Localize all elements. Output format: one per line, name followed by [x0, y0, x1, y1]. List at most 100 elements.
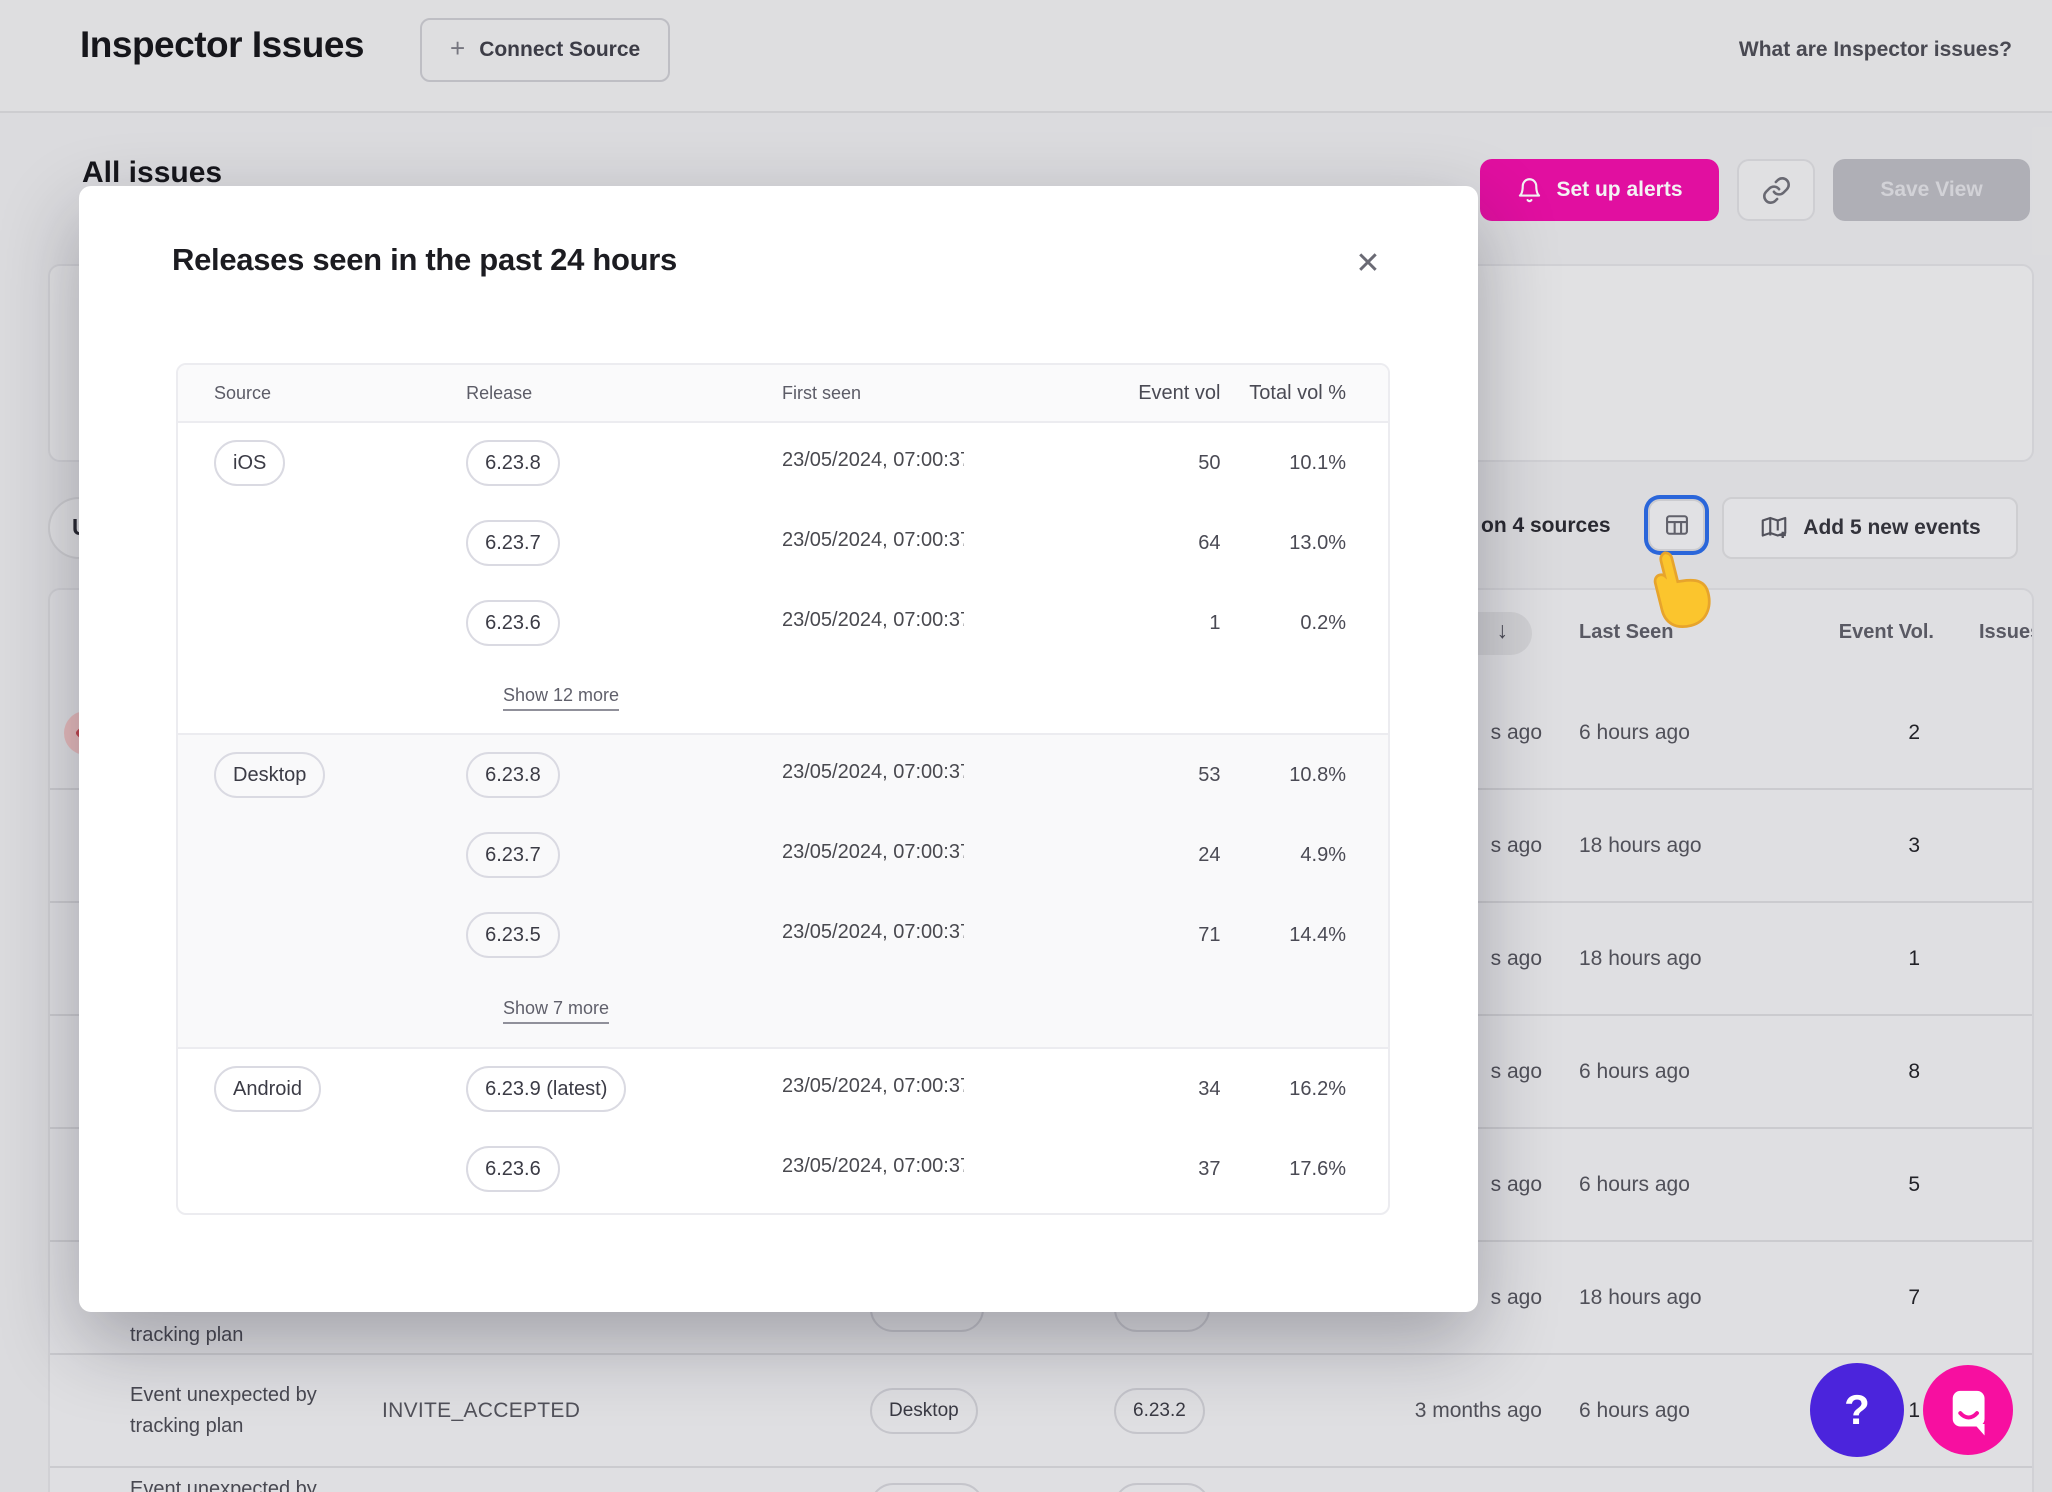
event-vol-value: 71 [1198, 923, 1221, 946]
copy-link-button[interactable] [1737, 159, 1815, 221]
col-first-seen: First seen [782, 382, 862, 403]
event-vol-value: 1 [1209, 611, 1221, 634]
first-seen-value: 23/05/2024, 07:00:37 [782, 1075, 964, 1097]
source-group-ios: iOS 6.23.8 23/05/2024, 07:00:37 50 10.1%… [178, 423, 1388, 735]
first-seen-value: 23/05/2024, 07:00:37 [782, 449, 964, 471]
save-view-button[interactable]: Save View [1833, 159, 2030, 221]
event-vol-value: 53 [1198, 763, 1221, 786]
first-seen-value: s ago [1490, 720, 1542, 744]
set-up-alerts-button[interactable]: Set up alerts [1480, 159, 1719, 221]
first-seen-value: 23/05/2024, 07:00:37 [782, 921, 964, 943]
last-seen-value: 6 hours ago [1579, 1398, 1690, 1422]
first-seen-value: s ago [1490, 946, 1542, 970]
connect-source-button[interactable]: + Connect Source [420, 18, 671, 82]
total-vol-value: 0.2% [1300, 611, 1347, 634]
releases-table: Source Release First seen Event vol Tota… [176, 363, 1390, 1215]
releases-modal: Releases seen in the past 24 hours ✕ Sou… [79, 186, 1478, 1312]
release-row: Android 6.23.9 (latest) 23/05/2024, 07:0… [178, 1049, 1388, 1129]
release-chip: 6.23.8 [466, 440, 560, 486]
source-group-desktop: Desktop 6.23.8 23/05/2024, 07:00:37 53 1… [178, 735, 1388, 1049]
table-row[interactable]: Event unexpected by tracking plan INVITE… [50, 1355, 2032, 1468]
last-seen-value: 6 hours ago [1579, 1172, 1690, 1196]
column-header-last-seen[interactable]: Last Seen [1579, 621, 1674, 643]
first-seen-value: s ago [1490, 833, 1542, 857]
chat-bubble-icon [1940, 1382, 1996, 1438]
issue-type-line1: Event unexpected by [130, 1478, 317, 1492]
issues-count: 1 [1908, 1398, 1920, 1422]
help-button[interactable]: ? [1810, 1363, 1904, 1457]
release-chip: 6.23.6 [466, 1146, 560, 1192]
col-event-vol: Event vol [1138, 381, 1221, 404]
release-chip: 6.23.9 (latest) [466, 1066, 627, 1112]
release-row: 6.23.7 23/05/2024, 07:00:37 24 4.9% [178, 815, 1388, 895]
set-up-alerts-label: Set up alerts [1556, 178, 1683, 201]
release-chip: 6.23.7 [466, 520, 560, 566]
release-row: 6.23.6 23/05/2024, 07:00:37 37 17.6% [178, 1129, 1388, 1209]
add-new-events-label: Add 5 new events [1803, 516, 1981, 539]
first-seen-value: 23/05/2024, 07:00:37 [782, 761, 964, 783]
column-header-event-vol[interactable]: Event Vol. [1838, 621, 1934, 643]
release-row: iOS 6.23.8 23/05/2024, 07:00:37 50 10.1% [178, 423, 1388, 503]
plus-icon: + [450, 33, 466, 63]
issues-count: 2 [1908, 720, 1920, 744]
map-plus-icon [1759, 513, 1789, 543]
bell-icon [1516, 177, 1543, 204]
issues-count: 1 [1908, 946, 1920, 970]
release-row: 6.23.6 23/05/2024, 07:00:37 1 0.2% [178, 583, 1388, 663]
column-header-issues[interactable]: Issues [1979, 621, 2032, 643]
arrow-down-icon: ↓ [1496, 617, 1509, 643]
last-seen-value: 6 hours ago [1579, 720, 1690, 744]
total-vol-value: 10.1% [1289, 451, 1347, 474]
issue-type-line2: tracking plan [130, 1414, 244, 1437]
col-total-vol: Total vol % [1249, 381, 1347, 404]
question-mark-icon: ? [1844, 1386, 1870, 1433]
first-seen-value: s ago [1490, 1059, 1542, 1083]
first-seen-value: s ago [1490, 1285, 1542, 1309]
table-columns-button[interactable] [1648, 499, 1705, 551]
release-row: 6.23.5 23/05/2024, 07:00:37 71 14.4% [178, 895, 1388, 975]
issue-type-line1: Event unexpected by [130, 1383, 317, 1406]
total-vol-value: 17.6% [1289, 1157, 1347, 1180]
columns-icon [1663, 511, 1691, 539]
app-header: Inspector Issues + Connect Source What a… [0, 0, 2052, 113]
close-icon[interactable]: ✕ [1355, 246, 1381, 280]
last-seen-value: 6 hours ago [1579, 1059, 1690, 1083]
source-chip: iOS [214, 440, 286, 486]
show-more-link[interactable]: Show 7 more [503, 998, 610, 1024]
total-vol-value: 13.0% [1289, 531, 1347, 554]
source-chip: Desktop [870, 1387, 978, 1434]
show-more-link[interactable]: Show 12 more [503, 685, 620, 711]
issue-type: Event unexpected by tracking plan [130, 1380, 317, 1442]
modal-title: Releases seen in the past 24 hours [172, 242, 677, 277]
col-release: Release [466, 382, 533, 403]
link-icon [1761, 175, 1792, 206]
total-vol-value: 14.4% [1289, 923, 1347, 946]
first-seen-value: 23/05/2024, 07:00:37 [782, 609, 964, 631]
issues-count: 7 [1908, 1285, 1920, 1309]
release-chip: 6.23.5 [466, 912, 560, 958]
table-row[interactable]: Event unexpected by [50, 1468, 2032, 1492]
event-vol-value: 24 [1198, 843, 1221, 866]
releases-table-header: Source Release First seen Event vol Tota… [178, 365, 1388, 423]
release-row: Desktop 6.23.8 23/05/2024, 07:00:37 53 1… [178, 735, 1388, 815]
total-vol-value: 16.2% [1289, 1077, 1347, 1100]
source-chip: Desktop [214, 752, 326, 798]
event-vol-value: 64 [1198, 531, 1221, 554]
sources-count-text: on 4 sources [1481, 514, 1611, 537]
all-issues-heading: All issues [82, 156, 223, 189]
save-view-label: Save View [1880, 178, 1983, 201]
source-chip: Android [214, 1066, 321, 1112]
issue-type-line2: tracking plan [130, 1324, 244, 1346]
last-seen-value: 18 hours ago [1579, 946, 1702, 970]
release-chip: 6.23.8 [466, 752, 560, 798]
source-group-android: Android 6.23.9 (latest) 23/05/2024, 07:0… [178, 1049, 1388, 1213]
total-vol-value: 10.8% [1289, 763, 1347, 786]
connect-source-label: Connect Source [479, 38, 641, 61]
add-new-events-button[interactable]: Add 5 new events [1722, 497, 2018, 559]
chat-widget-button[interactable] [1923, 1365, 2013, 1455]
what-are-inspector-issues-link[interactable]: What are Inspector issues? [1738, 38, 2012, 61]
event-name: INVITE_ACCEPTED [382, 1398, 581, 1422]
col-source: Source [214, 382, 272, 403]
event-vol-value: 34 [1198, 1077, 1221, 1100]
